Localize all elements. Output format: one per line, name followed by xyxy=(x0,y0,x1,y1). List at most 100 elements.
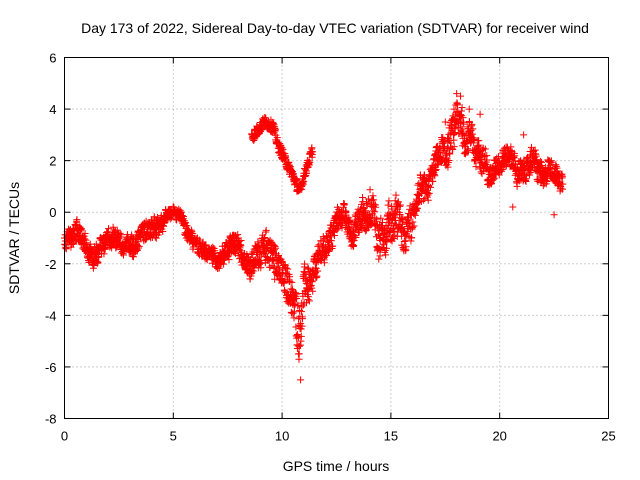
data-point xyxy=(550,211,558,219)
data-point xyxy=(458,104,466,112)
data-point xyxy=(399,214,407,222)
data-point xyxy=(375,255,383,263)
data-point xyxy=(476,110,484,118)
axis-ticks xyxy=(64,57,609,419)
data-point xyxy=(520,131,528,139)
data-point xyxy=(260,235,268,243)
data-point xyxy=(450,136,458,144)
data-point xyxy=(290,308,298,316)
data-point xyxy=(369,192,377,200)
data-point xyxy=(298,303,306,311)
data-point xyxy=(552,161,560,169)
data-point xyxy=(364,195,372,203)
data-point xyxy=(424,196,432,204)
data-point xyxy=(396,201,404,209)
data-point xyxy=(429,177,437,185)
data-point xyxy=(437,158,445,166)
y-tick-label: 4 xyxy=(49,102,56,117)
data-point xyxy=(215,264,223,272)
data-point xyxy=(257,259,265,267)
data-point xyxy=(346,216,354,224)
data-point xyxy=(249,267,257,275)
data-point xyxy=(373,215,381,223)
data-point xyxy=(352,233,360,241)
data-point xyxy=(360,208,368,216)
data-point xyxy=(470,136,478,144)
data-point xyxy=(183,222,191,230)
data-point xyxy=(237,237,245,245)
data-point xyxy=(308,278,316,286)
data-point xyxy=(552,162,560,170)
data-point xyxy=(105,225,113,233)
data-point xyxy=(382,244,390,252)
x-tick-label: 25 xyxy=(601,429,615,444)
data-point xyxy=(294,302,302,310)
data-point xyxy=(297,376,305,384)
data-point xyxy=(392,214,400,222)
data-point xyxy=(453,90,461,98)
data-point xyxy=(547,157,555,165)
data-point xyxy=(297,325,305,333)
y-tick-label: 6 xyxy=(49,51,56,66)
data-point xyxy=(305,297,313,305)
data-point xyxy=(282,264,290,272)
data-point xyxy=(278,144,286,152)
data-point xyxy=(73,216,81,224)
data-point xyxy=(371,226,379,234)
data-point xyxy=(220,260,228,268)
data-point xyxy=(294,350,302,358)
y-tick-label: -2 xyxy=(45,257,57,272)
data-point xyxy=(248,250,256,258)
data-point xyxy=(293,295,301,303)
data-point xyxy=(413,204,421,212)
data-point xyxy=(457,92,465,100)
data-point xyxy=(509,203,517,211)
data-point xyxy=(414,199,422,207)
data-point xyxy=(342,208,350,216)
data-point xyxy=(391,227,399,235)
data-point xyxy=(450,130,458,138)
data-point xyxy=(387,236,395,244)
data-point xyxy=(351,232,359,240)
data-point xyxy=(331,231,339,239)
data-point xyxy=(78,225,86,233)
data-point xyxy=(209,243,217,251)
x-tick-label: 15 xyxy=(384,429,398,444)
data-point xyxy=(234,231,242,239)
data-point xyxy=(490,175,498,183)
data-point xyxy=(547,165,555,173)
data-point xyxy=(134,238,142,246)
data-point xyxy=(189,230,197,238)
data-point xyxy=(425,189,433,197)
data-points xyxy=(61,90,567,384)
data-point xyxy=(443,155,451,163)
data-point xyxy=(117,231,125,239)
data-point xyxy=(284,265,292,273)
x-tick-label: 20 xyxy=(492,429,506,444)
y-axis-label: SDTVAR / TECUs xyxy=(6,182,22,294)
data-point xyxy=(262,226,270,234)
data-point xyxy=(155,229,163,237)
data-point xyxy=(261,234,269,242)
data-point xyxy=(430,171,438,179)
data-point xyxy=(371,208,379,216)
data-point xyxy=(384,201,392,209)
data-point xyxy=(426,183,434,191)
data-point xyxy=(385,197,393,205)
data-point xyxy=(135,242,143,250)
data-point xyxy=(298,322,306,330)
data-point xyxy=(558,172,566,180)
data-point xyxy=(507,143,515,151)
data-point xyxy=(135,244,143,252)
data-point xyxy=(397,215,405,223)
y-tick-label: -8 xyxy=(45,412,57,427)
data-point xyxy=(270,246,278,254)
plot-frame xyxy=(64,57,609,419)
data-point xyxy=(382,237,390,245)
data-point xyxy=(308,144,316,152)
data-point xyxy=(402,243,410,251)
data-point xyxy=(396,210,404,218)
data-point xyxy=(469,125,477,133)
data-point xyxy=(513,182,521,190)
